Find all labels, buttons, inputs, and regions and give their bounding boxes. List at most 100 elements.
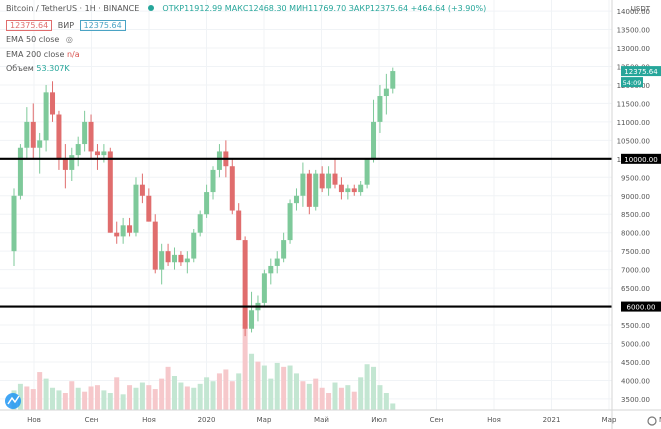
- y-tick-label: 11500.00: [617, 100, 650, 108]
- candle: [114, 221, 120, 244]
- horizontal-lines: [0, 157, 612, 308]
- volume-bar: [82, 391, 88, 410]
- settings-gear-icon[interactable]: [647, 416, 657, 426]
- candle: [62, 144, 68, 189]
- sell-label: ВИР: [57, 21, 75, 30]
- candle: [287, 199, 293, 244]
- volume-bar: [17, 383, 23, 410]
- candle: [293, 188, 299, 211]
- y-tick-label: 9500.00: [621, 174, 650, 182]
- x-tick-label: 2020: [198, 416, 216, 424]
- volume-bar: [216, 373, 222, 410]
- quote-unit-label: USDT: [631, 5, 651, 13]
- volume-bar: [184, 386, 190, 410]
- candle: [242, 236, 248, 337]
- candle: [236, 203, 242, 241]
- candle: [345, 184, 351, 200]
- candle: [261, 269, 267, 307]
- price-axis: USDT14000.0013500.0013000.0012500.001200…: [611, 0, 661, 429]
- volume-bar: [390, 403, 396, 410]
- candle: [56, 110, 62, 170]
- trade-buttons: 12375.64 ВИР 12375.64: [6, 20, 126, 31]
- candle: [107, 147, 113, 233]
- x-tick-label: 2021: [543, 416, 561, 424]
- y-tick-label: 8500.00: [621, 211, 650, 219]
- y-tick-label: 13500.00: [617, 27, 650, 35]
- volume-bar: [101, 390, 107, 410]
- volume-bar: [255, 361, 261, 410]
- buy-price-button[interactable]: 12375.64: [79, 20, 126, 31]
- y-tick-label: 13000.00: [617, 45, 650, 53]
- volume-bar: [43, 378, 49, 410]
- candle: [82, 110, 88, 152]
- volume-bar: [281, 366, 287, 410]
- volume-bar: [358, 377, 364, 410]
- symbol-title: Bitcoin / TetherUS · 1H · BINANCE: [6, 4, 140, 13]
- ema200-legend[interactable]: EMA 200 close n/a: [6, 50, 80, 59]
- volume-bar: [88, 386, 94, 410]
- candle: [178, 251, 184, 266]
- volume-label: Объем: [6, 64, 34, 73]
- candle: [300, 162, 306, 207]
- candle: [319, 166, 325, 193]
- volume-bar: [242, 327, 248, 410]
- status-dot: [147, 5, 154, 11]
- hline-price-label: 10000.00: [624, 156, 657, 164]
- candle: [274, 251, 280, 274]
- candlestick-series: [11, 67, 396, 337]
- hline-price-tag: [621, 153, 661, 164]
- volume-legend[interactable]: Объем 53.307K: [6, 64, 70, 73]
- candle: [204, 184, 210, 218]
- volume-bar: [287, 365, 293, 410]
- volume-bar: [332, 382, 338, 410]
- volume-bar: [236, 373, 242, 410]
- volume-bar: [313, 378, 319, 410]
- x-tick-label: Мар: [602, 416, 617, 424]
- candle: [332, 158, 338, 189]
- y-tick-label: 6500.00: [621, 285, 650, 293]
- candle: [146, 188, 152, 222]
- volume-bar: [165, 366, 171, 410]
- y-tick-label: 3500.00: [621, 396, 650, 404]
- hline-price-tag: [621, 301, 661, 312]
- volume-bar: [345, 385, 351, 410]
- ohlc-values: ОТКР11912.99 МАКС12468.30 МИН11769.70 ЗА…: [162, 4, 487, 13]
- x-tick-label: Нов: [27, 416, 41, 424]
- volume-bar: [204, 377, 210, 410]
- candle: [75, 136, 81, 167]
- candle: [24, 107, 30, 159]
- candle: [390, 67, 396, 94]
- candle: [383, 73, 389, 115]
- y-tick-label: 7500.00: [621, 248, 650, 256]
- chart-grid: [0, 0, 612, 410]
- candle: [313, 169, 319, 211]
- volume-bar: [351, 391, 357, 410]
- volume-bar: [338, 387, 344, 410]
- candle: [152, 214, 158, 274]
- volume-bar: [268, 378, 274, 410]
- candle: [133, 177, 139, 237]
- volume-bar: [293, 373, 299, 410]
- volume-bar: [223, 369, 229, 410]
- volume-bar: [197, 383, 203, 410]
- last-price-label: 12375.64: [624, 68, 658, 76]
- x-tick-label: Сен: [430, 416, 444, 424]
- y-tick-label: 4500.00: [621, 359, 650, 367]
- y-tick-label: 8000.00: [621, 230, 650, 238]
- candle: [88, 114, 94, 159]
- volume-bar: [229, 381, 235, 410]
- eye-icon[interactable]: ◎: [65, 35, 73, 44]
- sell-price-button[interactable]: 12375.64: [6, 20, 53, 31]
- candle: [30, 103, 36, 159]
- volume-bar: [210, 381, 216, 410]
- ema50-legend[interactable]: EMA 50 close ◎: [6, 35, 73, 44]
- volume-bar: [56, 390, 62, 410]
- candle: [172, 247, 177, 270]
- volume-bar: [319, 387, 325, 410]
- candle: [268, 258, 274, 285]
- volume-bar: [326, 393, 332, 410]
- x-tick-label: Май: [314, 416, 329, 424]
- x-tick-label: Июл: [371, 416, 387, 424]
- candle: [120, 217, 126, 244]
